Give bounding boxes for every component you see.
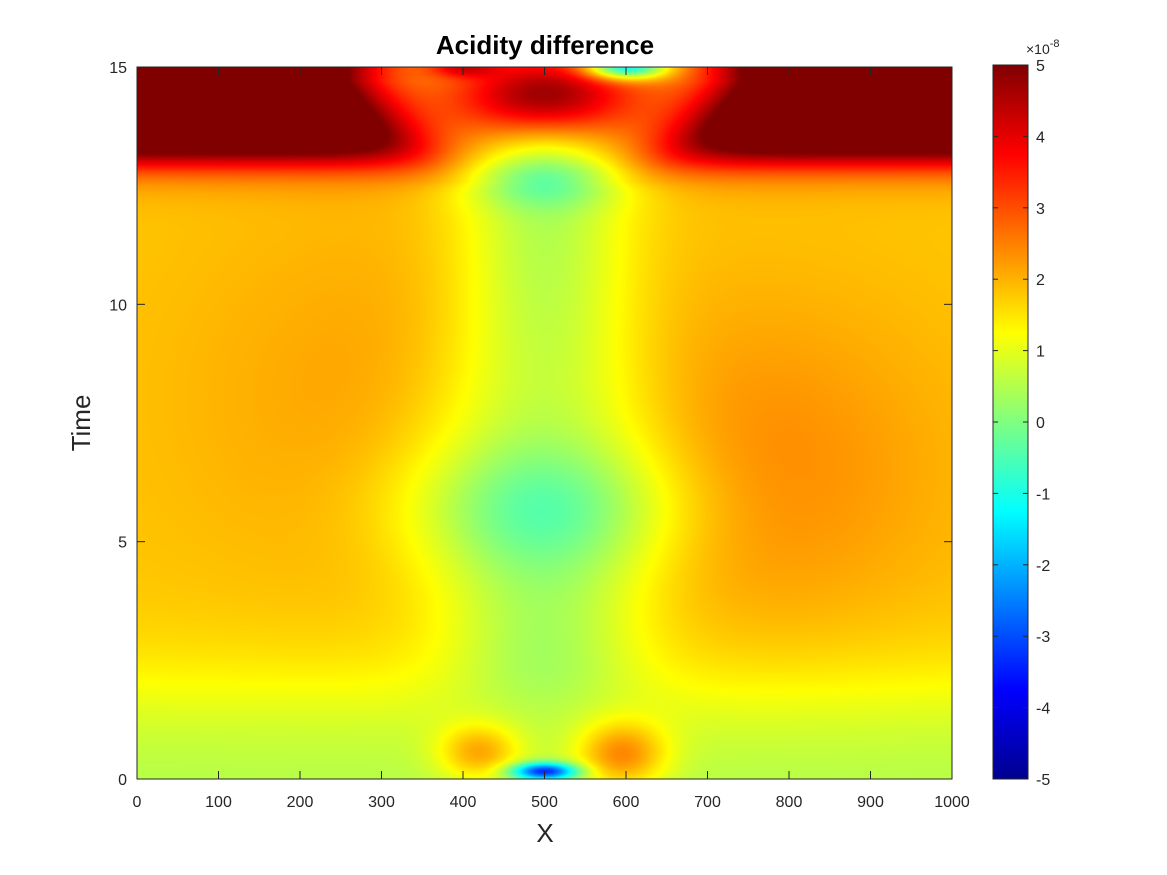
colorbar: -5 -4 -3 -2 -1 0 1 2 3 4 5 ×10-8 [992, 38, 1060, 789]
x-tick-label: 400 [450, 794, 477, 811]
colorbar-gradient [992, 64, 1029, 780]
x-tick-label: 600 [613, 794, 640, 811]
colorbar-tick-label: 1 [1036, 344, 1045, 361]
y-tick-label: 5 [118, 535, 127, 552]
colorbar-tick-label: -5 [1036, 772, 1050, 789]
x-tick-label: 100 [205, 794, 232, 811]
plot-area [136, 66, 953, 780]
colorbar-exponent-prefix: ×10 [1026, 41, 1050, 57]
x-tick-label: 800 [776, 794, 803, 811]
x-tick-label: 200 [287, 794, 314, 811]
x-tick-label: 0 [133, 794, 142, 811]
y-axis: 0 5 10 15 [109, 60, 952, 789]
colorbar-exponent-power: -8 [1050, 38, 1060, 50]
heatmap-image [137, 67, 952, 779]
y-axis-label: Time [66, 395, 96, 452]
x-tick-label: 700 [694, 794, 721, 811]
x-axis-label: X [536, 818, 553, 848]
x-tick-label: 1000 [934, 794, 970, 811]
colorbar-ticks: -5 -4 -3 -2 -1 0 1 2 3 4 5 [993, 58, 1050, 789]
y-tick-label: 10 [109, 297, 127, 314]
colorbar-tick-label: 0 [1036, 415, 1045, 432]
y-tick-label: 15 [109, 60, 127, 77]
colorbar-exponent: ×10-8 [1026, 38, 1060, 57]
x-tick-label: 300 [368, 794, 395, 811]
colorbar-tick-label: 2 [1036, 272, 1045, 289]
colorbar-tick-label: -4 [1036, 701, 1050, 718]
colorbar-tick-label: 3 [1036, 201, 1045, 218]
x-tick-label: 900 [857, 794, 884, 811]
colorbar-tick-label: 4 [1036, 129, 1045, 146]
chart-title: Acidity difference [436, 30, 654, 60]
x-tick-label: 500 [531, 794, 558, 811]
y-tick-label: 0 [118, 772, 127, 789]
colorbar-tick-label: -2 [1036, 558, 1050, 575]
colorbar-tick-label: -3 [1036, 629, 1050, 646]
colorbar-tick-label: -1 [1036, 486, 1050, 503]
x-axis: 0 100 200 300 400 500 600 700 800 900 1000 [133, 67, 970, 811]
colorbar-tick-label: 5 [1036, 58, 1045, 75]
